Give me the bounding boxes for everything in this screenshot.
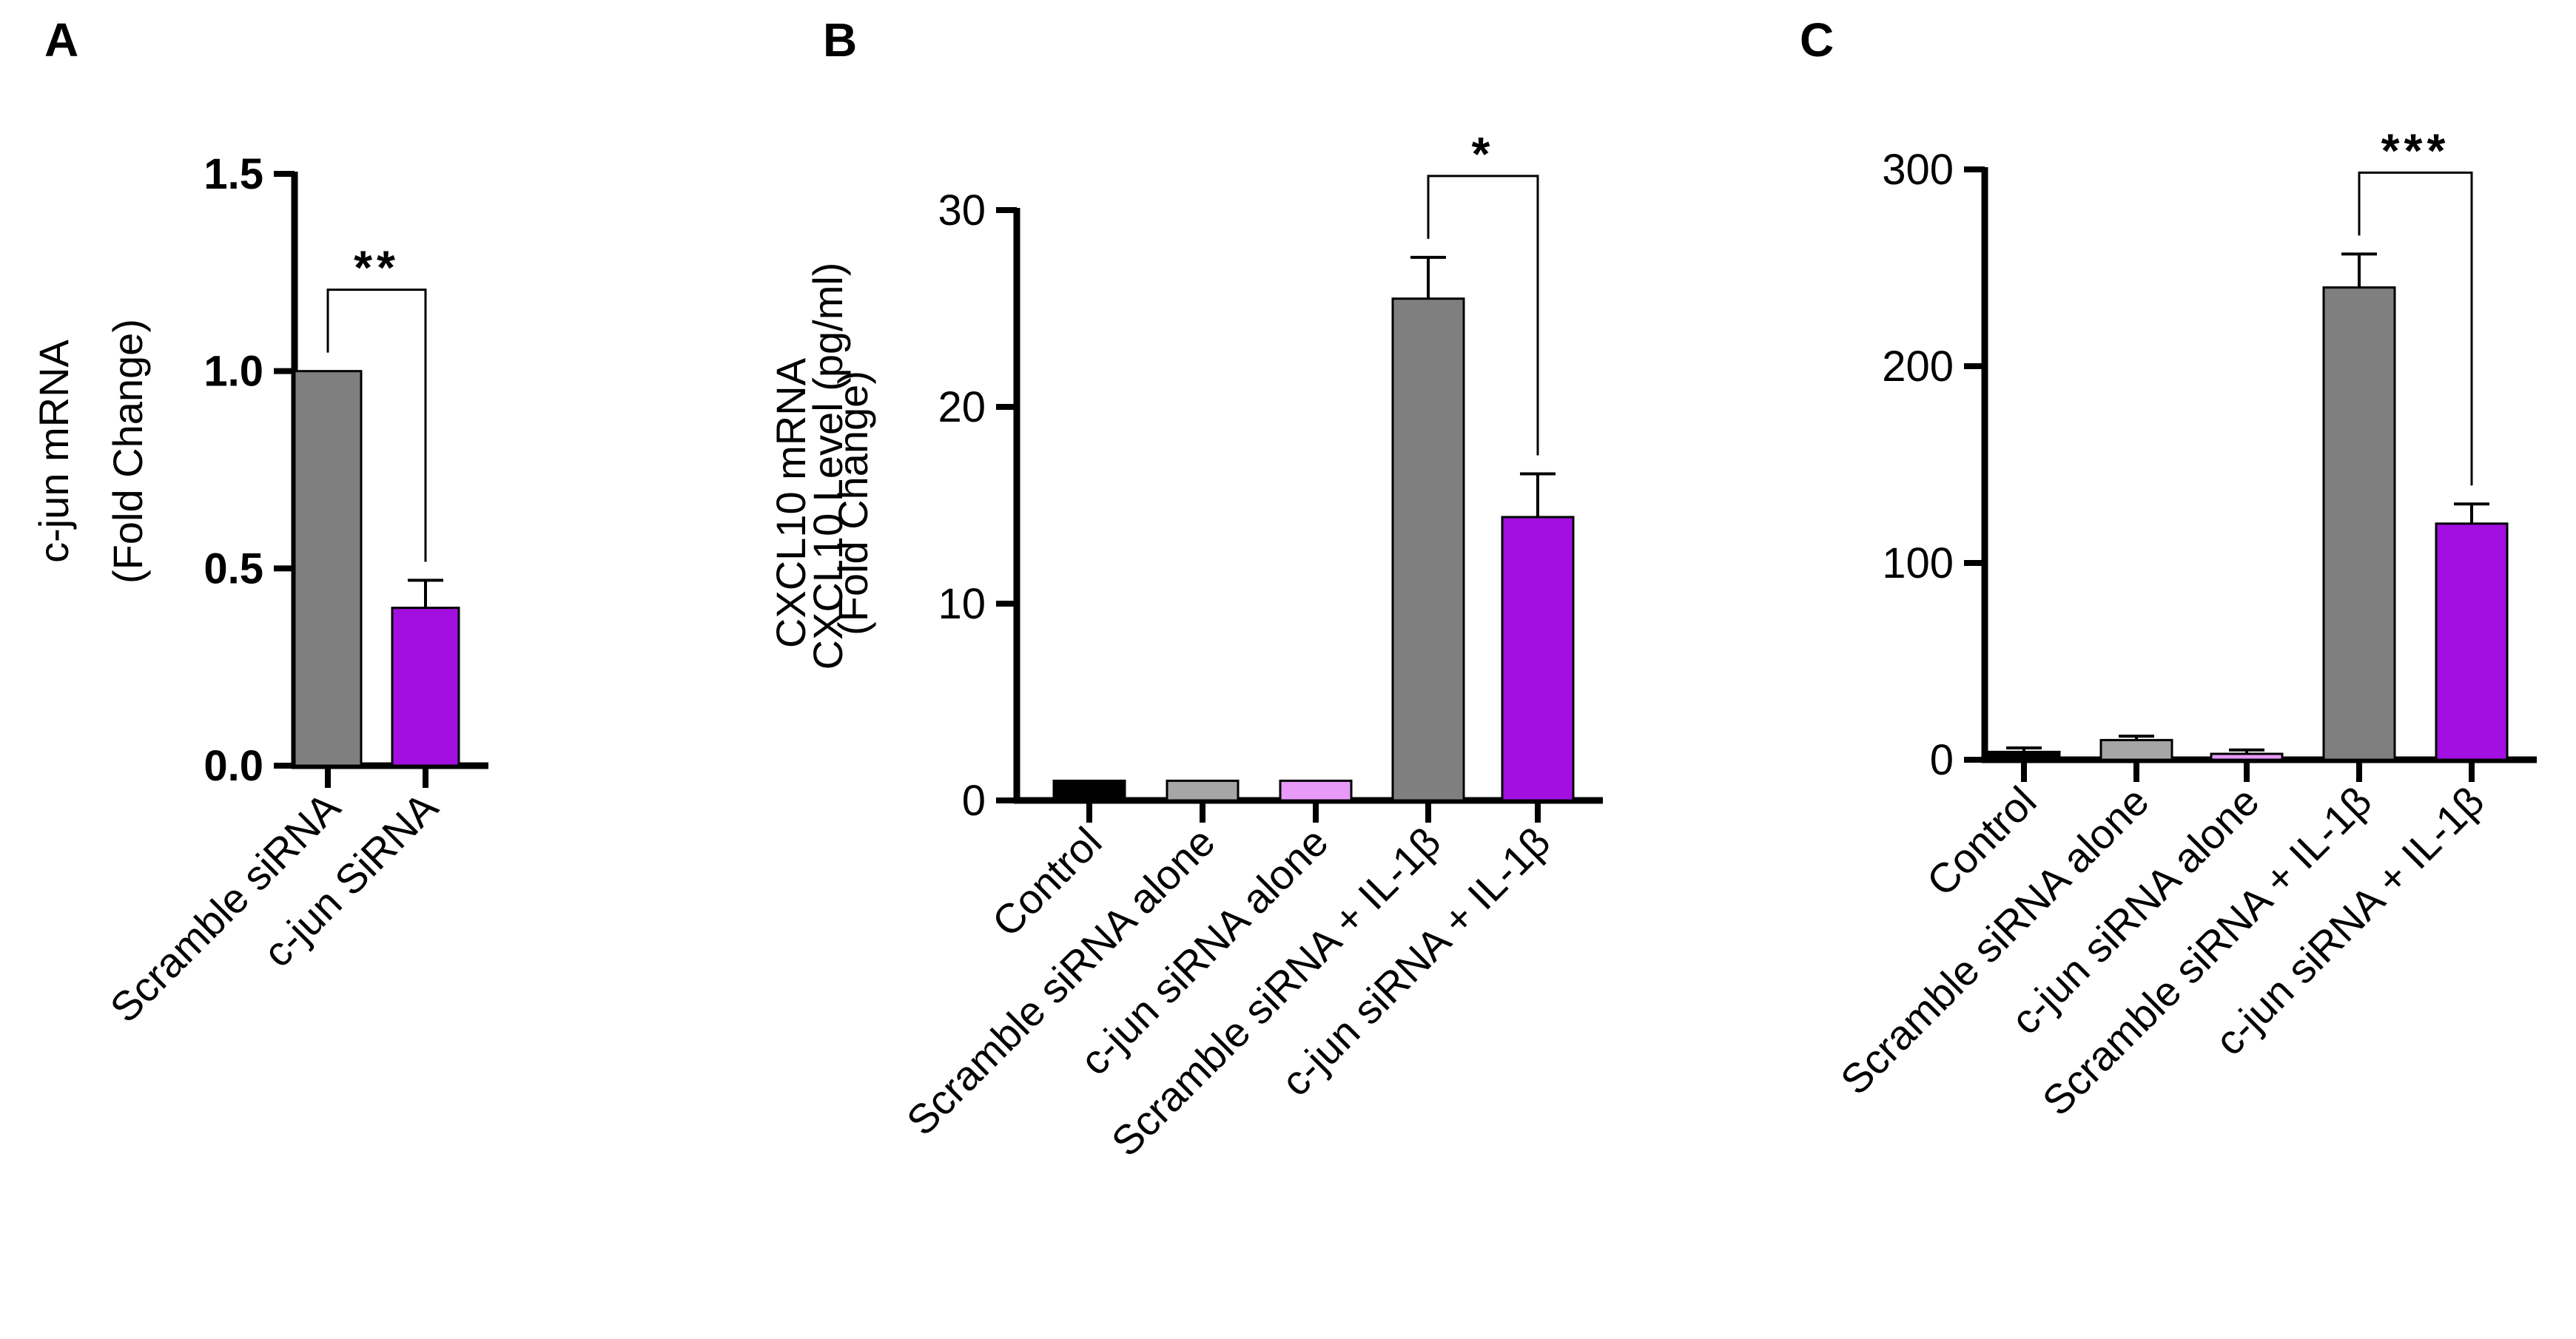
panel-c-bar (2322, 286, 2396, 761)
panel-a-ytick-label: 1.0 (204, 348, 263, 396)
panel-a-significance-label: ** (354, 241, 400, 294)
panel-c-significance-bracket (2358, 171, 2473, 486)
panel-c-ytick-label: 100 (1882, 539, 1954, 587)
panel-a-bar (293, 370, 363, 767)
panel-c-bar (1987, 750, 2061, 761)
panel-a-ylabel: (Fold Change) (104, 319, 151, 584)
panel-c-ylabel: CXCL10 Level (pg/ml) (804, 263, 851, 670)
panel-a-ytick-label: 1.5 (204, 150, 263, 198)
panel-b-bar (1279, 779, 1353, 802)
panel-c-ytick-label: 0 (1930, 736, 1954, 784)
panel-a-significance-bracket (326, 289, 427, 562)
panel-b-significance-label: * (1472, 127, 1495, 181)
panel-c-ytick-label: 300 (1882, 146, 1954, 194)
panel-b-bar (1391, 297, 1465, 802)
panel-b-ytick-label: 10 (938, 580, 986, 628)
panel-a-bar (391, 607, 460, 767)
panel-b-ylabel: CXCL10 mRNA (767, 357, 814, 648)
panel-b-bar (1501, 516, 1575, 802)
panel-b-ytick-label: 20 (938, 383, 986, 431)
panel-c-bar (2210, 752, 2284, 761)
panel-b-letter: B (823, 13, 857, 67)
panel-b-bar (1052, 779, 1126, 802)
panel-b-bar (1166, 779, 1240, 802)
panel-c-bar (2435, 522, 2509, 761)
panel-b-ytick-label: 0 (962, 777, 986, 825)
panel-c-bar (2099, 738, 2173, 761)
panel-c-significance-label: *** (2381, 124, 2450, 177)
panel-a-ytick-label: 0.0 (204, 742, 263, 790)
panel-a-ylabel: c-jun mRNA (30, 339, 77, 562)
panel-a-letter: A (44, 13, 78, 67)
panel-a-ytick-label: 0.5 (204, 544, 263, 593)
panel-c-ytick-label: 200 (1882, 343, 1954, 391)
panel-b-ytick-label: 30 (938, 186, 986, 235)
panel-b-significance-bracket (1427, 175, 1539, 456)
panel-b-ylabel: (Fold Change) (830, 371, 876, 635)
panel-c-letter: C (1800, 13, 1834, 67)
